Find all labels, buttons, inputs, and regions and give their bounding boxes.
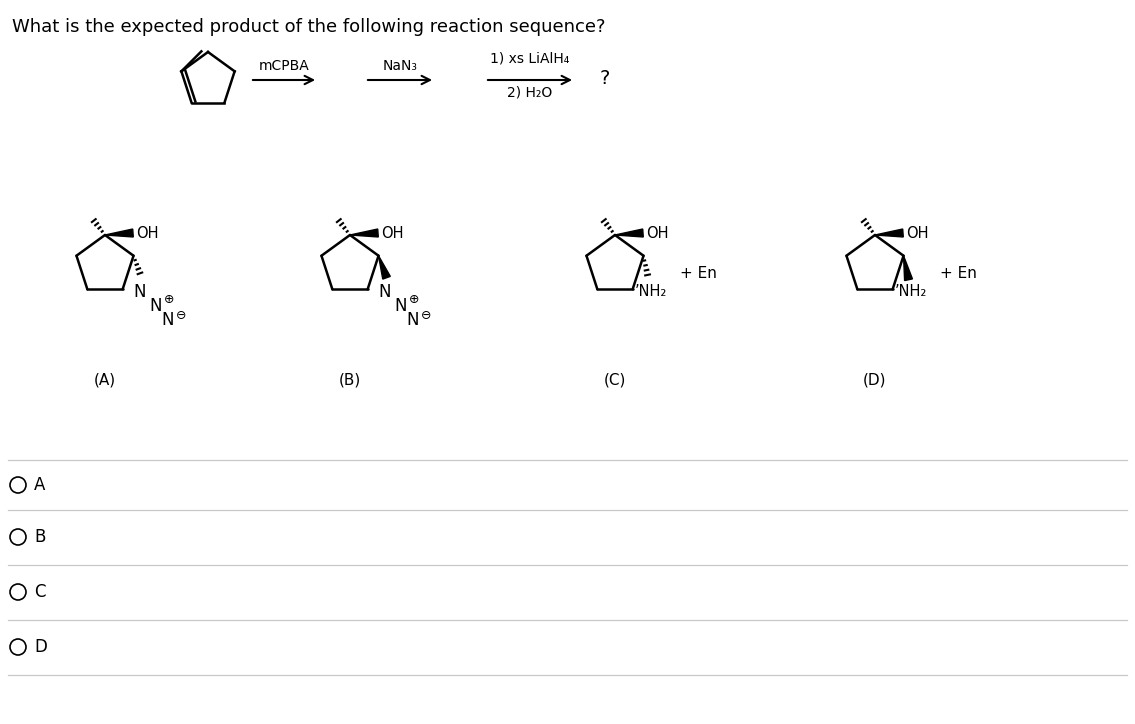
Text: OH: OH bbox=[381, 225, 404, 240]
Text: N: N bbox=[134, 283, 146, 300]
Text: mCPBA: mCPBA bbox=[259, 59, 310, 73]
Text: 2) H₂O: 2) H₂O bbox=[507, 85, 553, 99]
Text: ?: ? bbox=[600, 69, 611, 88]
Text: (D): (D) bbox=[864, 373, 886, 387]
Text: N: N bbox=[395, 297, 407, 315]
Polygon shape bbox=[615, 229, 644, 237]
Text: NaN₃: NaN₃ bbox=[382, 59, 418, 73]
Text: ⊕: ⊕ bbox=[163, 293, 174, 306]
Text: + En: + En bbox=[940, 266, 977, 280]
Polygon shape bbox=[379, 256, 390, 279]
Circle shape bbox=[10, 584, 26, 600]
Text: (A): (A) bbox=[94, 373, 116, 387]
Text: ⊖: ⊖ bbox=[176, 309, 186, 322]
Circle shape bbox=[10, 639, 26, 655]
Text: What is the expected product of the following reaction sequence?: What is the expected product of the foll… bbox=[12, 18, 605, 36]
Text: D: D bbox=[34, 638, 47, 656]
Text: A: A bbox=[34, 476, 45, 494]
Polygon shape bbox=[875, 229, 903, 237]
Text: (C): (C) bbox=[604, 373, 627, 387]
Text: ’NH₂: ’NH₂ bbox=[894, 285, 927, 299]
Text: OH: OH bbox=[136, 225, 159, 240]
Text: (B): (B) bbox=[339, 373, 361, 387]
Text: N: N bbox=[379, 283, 392, 300]
Text: + En: + En bbox=[680, 266, 717, 280]
Text: OH: OH bbox=[906, 225, 928, 240]
Text: ⊖: ⊖ bbox=[421, 309, 431, 322]
Polygon shape bbox=[106, 229, 133, 237]
Polygon shape bbox=[903, 256, 913, 280]
Text: ⊕: ⊕ bbox=[409, 293, 419, 306]
Text: N: N bbox=[150, 297, 162, 315]
Text: 1) xs LiAlH₄: 1) xs LiAlH₄ bbox=[490, 51, 570, 65]
Circle shape bbox=[10, 529, 26, 545]
Text: N: N bbox=[406, 311, 419, 329]
Text: B: B bbox=[34, 528, 45, 546]
Text: C: C bbox=[34, 583, 45, 601]
Text: ’NH₂: ’NH₂ bbox=[634, 285, 667, 299]
Text: N: N bbox=[161, 311, 174, 329]
Text: OH: OH bbox=[646, 225, 669, 240]
Polygon shape bbox=[350, 229, 378, 237]
Circle shape bbox=[10, 477, 26, 493]
